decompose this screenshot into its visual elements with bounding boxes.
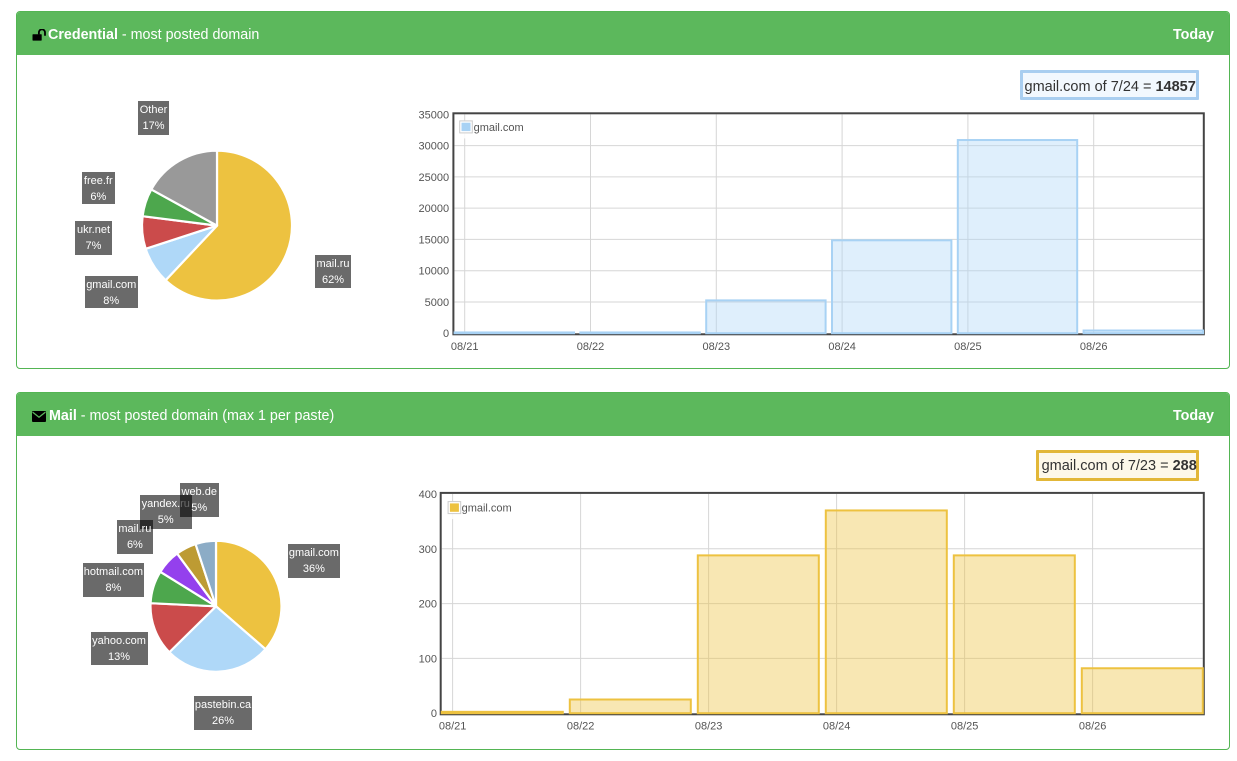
- svg-text:200: 200: [419, 599, 437, 611]
- svg-text:400: 400: [419, 489, 437, 501]
- svg-text:08/23: 08/23: [695, 720, 723, 732]
- svg-text:08/24: 08/24: [828, 341, 856, 353]
- svg-text:25000: 25000: [419, 172, 450, 184]
- svg-text:100: 100: [419, 653, 437, 665]
- svg-text:30000: 30000: [419, 141, 450, 153]
- svg-text:08/26: 08/26: [1079, 720, 1107, 732]
- svg-text:gmail.com: gmail.com: [462, 503, 512, 515]
- svg-text:08/26: 08/26: [1080, 341, 1108, 353]
- svg-text:08/24: 08/24: [823, 720, 851, 732]
- svg-text:08/21: 08/21: [439, 720, 467, 732]
- svg-text:10000: 10000: [419, 266, 450, 278]
- svg-text:0: 0: [443, 328, 449, 340]
- svg-text:20000: 20000: [419, 203, 450, 215]
- svg-text:35000: 35000: [419, 109, 450, 121]
- svg-text:5000: 5000: [425, 297, 449, 309]
- svg-text:300: 300: [419, 544, 437, 556]
- svg-text:08/22: 08/22: [567, 720, 595, 732]
- svg-text:08/23: 08/23: [703, 341, 731, 353]
- svg-text:15000: 15000: [419, 234, 450, 246]
- svg-text:08/25: 08/25: [954, 341, 982, 353]
- svg-text:0: 0: [431, 708, 437, 720]
- svg-text:08/21: 08/21: [451, 341, 479, 353]
- svg-text:gmail.com: gmail.com: [474, 122, 524, 134]
- svg-text:08/22: 08/22: [577, 341, 605, 353]
- svg-text:08/25: 08/25: [951, 720, 979, 732]
